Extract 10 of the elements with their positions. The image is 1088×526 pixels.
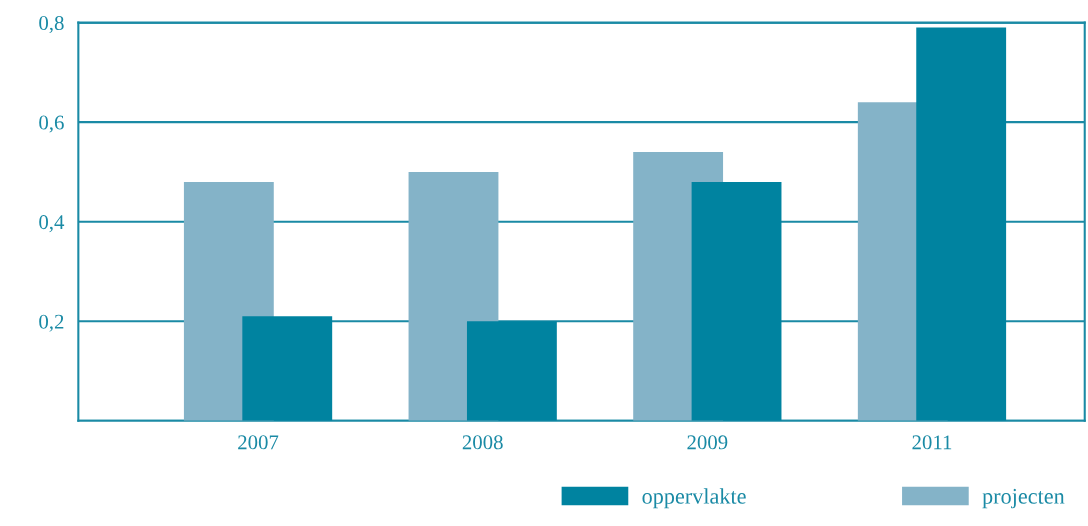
y-tick-label: 0,4 xyxy=(39,215,65,233)
y-tick-label: 0,8 xyxy=(39,15,64,34)
x-tick-label: 2008 xyxy=(462,435,503,450)
x-tick-label: 2009 xyxy=(687,435,728,450)
y-tick-label: 0,6 xyxy=(39,115,64,133)
legend-label: oppervlakte xyxy=(642,488,746,509)
legend-label: projecten xyxy=(982,488,1065,509)
y-tick-label: 0,2 xyxy=(39,314,64,332)
x-tick-label: 2007 xyxy=(238,435,279,450)
x-tick-label: 2011 xyxy=(912,435,952,450)
